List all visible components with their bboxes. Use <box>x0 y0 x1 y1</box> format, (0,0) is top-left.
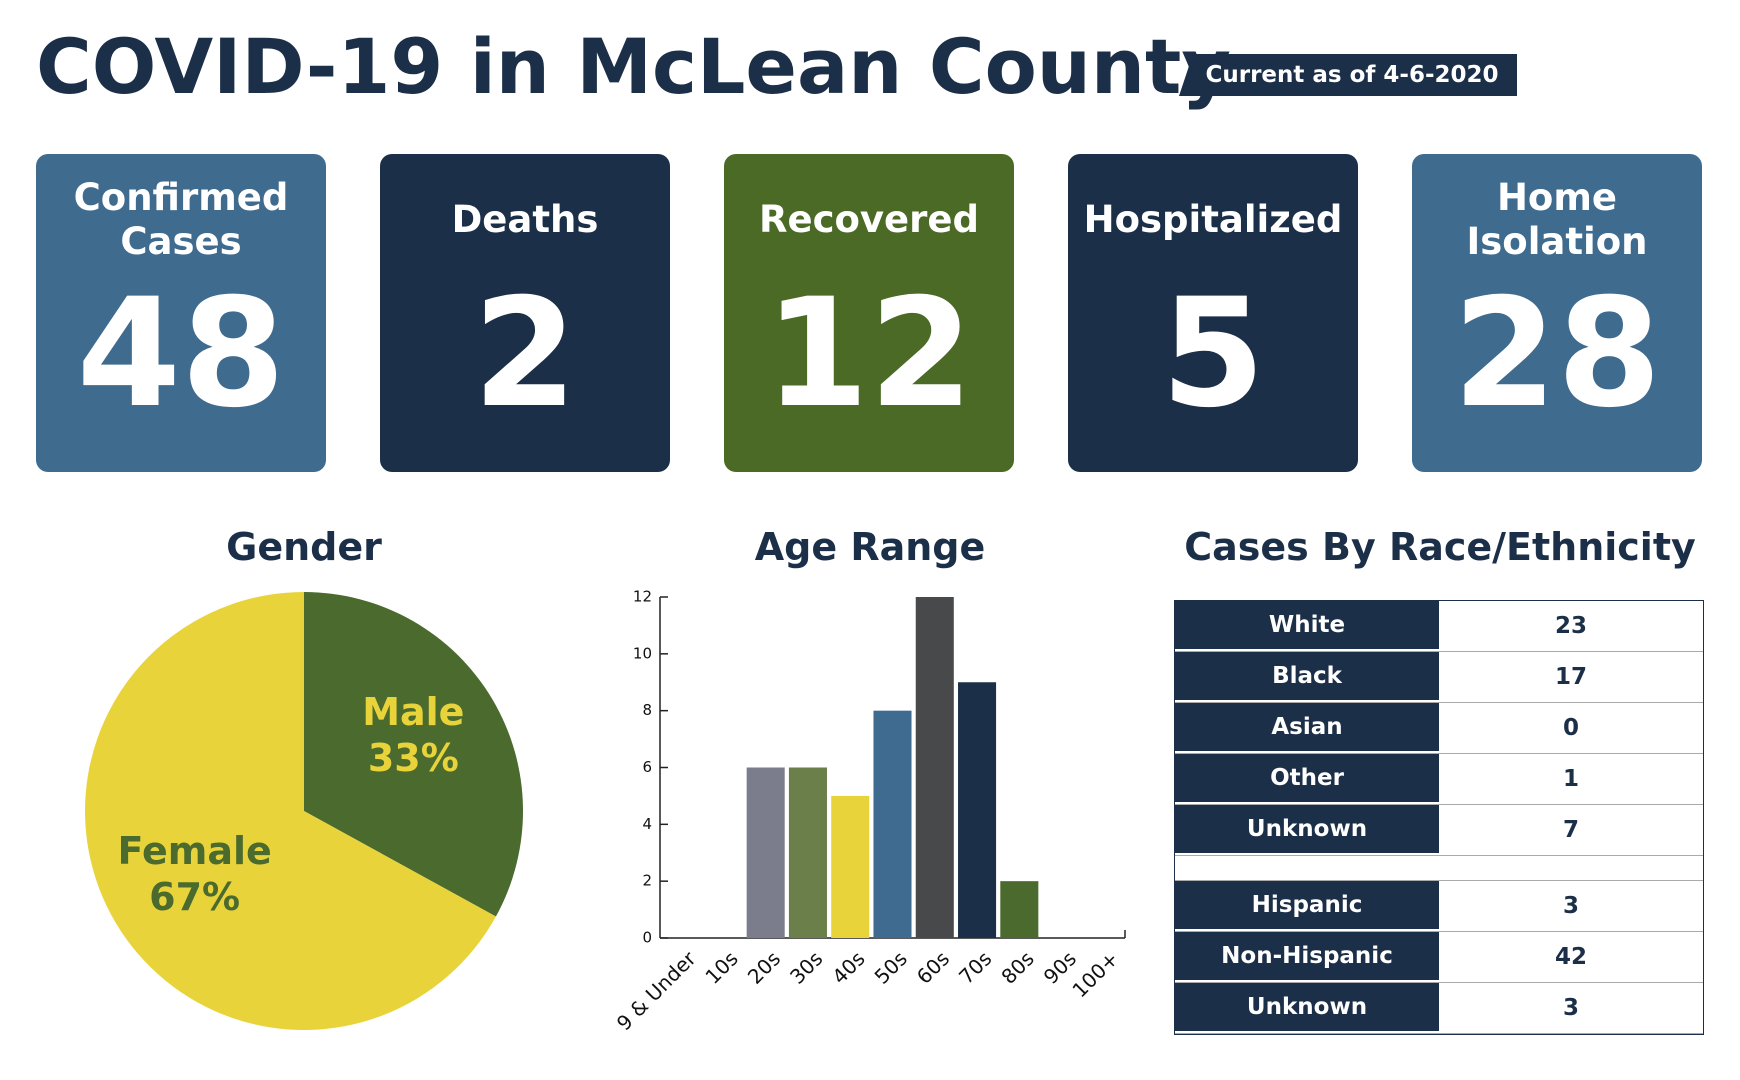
row-value: 3 <box>1562 893 1579 919</box>
x-tick-label: 20s <box>743 946 785 988</box>
table-row: Unknown 3 <box>1175 983 1703 1034</box>
row-label: Unknown <box>1175 805 1439 855</box>
race-table: White 23 Black 17 Asian 0 Other 1 Unknown 7 Hispan… <box>1174 600 1704 1035</box>
table-row: Hispanic 3 <box>1175 881 1703 932</box>
x-tick-label: 100+ <box>1067 946 1123 1002</box>
stat-value: 5 <box>1160 267 1266 441</box>
row-value: 0 <box>1562 715 1579 741</box>
table-row: Other 1 <box>1175 754 1703 805</box>
x-tick-label: 30s <box>785 946 827 988</box>
table-gap <box>1175 856 1703 881</box>
pie-slice <box>304 592 523 917</box>
stat-label: Recovered <box>759 197 979 241</box>
table-row: Asian 0 <box>1175 703 1703 754</box>
pie-value-label: 33% <box>368 736 459 780</box>
y-tick-label: 0 <box>642 929 652 947</box>
bar <box>831 795 870 938</box>
y-tick-label: 6 <box>642 758 652 776</box>
stat-card: Deaths 2 <box>380 154 670 472</box>
table-row: Non-Hispanic 42 <box>1175 932 1703 983</box>
row-value: 1 <box>1562 766 1579 792</box>
row-label: Black <box>1175 652 1439 702</box>
y-tick-label: 4 <box>642 815 652 833</box>
row-label: Asian <box>1175 703 1439 753</box>
pie-label: Male <box>362 690 464 734</box>
x-tick-label: 90s <box>1039 946 1081 988</box>
table-row: Black 17 <box>1175 652 1703 703</box>
pie-label: Female <box>118 829 272 873</box>
section-title: Age Range <box>754 525 986 569</box>
table-row: White 23 <box>1175 601 1703 652</box>
bar <box>746 767 785 938</box>
bar <box>1000 881 1039 938</box>
y-tick-label: 10 <box>633 644 652 662</box>
stat-value: 12 <box>764 267 974 441</box>
page-title: COVID-19 in McLean County <box>36 22 1231 111</box>
stat-card: Home Isolation 28 <box>1412 154 1702 472</box>
row-label: Other <box>1175 754 1439 804</box>
x-tick-label: 60s <box>912 946 954 988</box>
x-tick-label: 70s <box>954 946 996 988</box>
bar <box>788 767 827 938</box>
date-badge: Current as of 4-6-2020 <box>1179 54 1517 96</box>
pie-value-label: 67% <box>149 875 240 919</box>
x-tick-label: 10s <box>700 946 742 988</box>
bar <box>958 682 997 938</box>
row-value: 23 <box>1554 613 1587 639</box>
stat-card: Recovered 12 <box>724 154 1014 472</box>
stat-card: Hospitalized 5 <box>1068 154 1358 472</box>
stat-value: 48 <box>76 267 286 441</box>
table-row: Unknown 7 <box>1175 805 1703 856</box>
row-label: Hispanic <box>1175 881 1439 931</box>
row-label: Unknown <box>1175 983 1439 1033</box>
row-label: Non-Hispanic <box>1175 932 1439 982</box>
y-tick-label: 8 <box>642 701 652 719</box>
row-value: 7 <box>1562 817 1579 843</box>
y-tick-label: 2 <box>642 872 652 890</box>
section-title: Cases By Race/Ethnicity <box>1184 525 1696 569</box>
bar <box>873 710 912 938</box>
stat-label: Hospitalized <box>1083 197 1343 241</box>
x-tick-label: 40s <box>827 946 869 988</box>
stat-card: Confirmed Cases 48 <box>36 154 326 472</box>
x-tick-label: 80s <box>996 946 1038 988</box>
x-tick-label: 50s <box>870 946 912 988</box>
stat-label: Confirmed Cases <box>73 175 289 263</box>
stat-label: Home Isolation <box>1466 175 1648 263</box>
stat-label: Deaths <box>451 197 599 241</box>
section-title: Gender <box>226 525 382 569</box>
x-tick-label: 9 & Under <box>612 946 701 1035</box>
row-label: White <box>1175 601 1439 651</box>
row-value: 17 <box>1554 664 1587 690</box>
row-value: 42 <box>1554 944 1587 970</box>
row-value: 3 <box>1562 995 1579 1021</box>
stat-value: 2 <box>472 267 578 441</box>
y-tick-label: 12 <box>633 588 652 606</box>
bar <box>915 597 954 938</box>
pie-slice <box>84 592 496 1030</box>
stat-value: 28 <box>1452 267 1662 441</box>
